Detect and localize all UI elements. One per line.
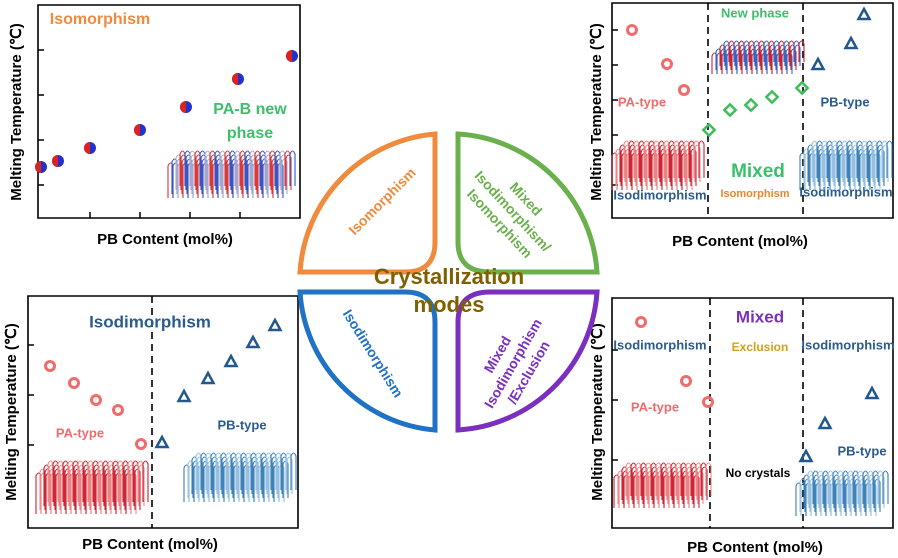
chain-fold [285,154,292,190]
chain-fold [701,466,708,500]
annotation: PB-type [820,94,869,109]
annotation: Isodimorphism [613,337,706,352]
point-half [232,73,238,85]
point [180,101,192,113]
chain-fold [794,44,801,66]
chain-fold [882,144,889,182]
x-axis-label: PB Content (mol%) [97,231,233,248]
center-diagram [297,131,600,433]
panel-isomorphism: Melting Temperature (℃) PB Content (mol%… [8,4,301,248]
annotation: PA-type [631,399,679,414]
point-half [134,124,140,136]
annotation: Isodimorphism [613,187,706,202]
points [35,50,298,173]
crystal-schematic [35,452,297,514]
point [286,50,298,62]
y-axis-label: Melting Temperature (℃) [3,323,20,500]
mode-label: Isomorphism [345,164,418,237]
panel-title: Mixed [736,307,784,326]
ticks [612,29,618,186]
quadrant [297,131,438,275]
annotation: PA-type [618,94,666,109]
chain-fold [798,40,805,62]
chain-fold [878,474,885,508]
annotation: Isodimorphism [801,337,894,352]
y-axis-label: Melting Temperature (℃) [589,323,606,500]
annotation: Isomorphism [720,188,789,200]
chain-fold [882,470,889,504]
point [84,142,96,154]
axes-box [27,295,299,529]
point-half [84,142,90,154]
point [232,73,244,85]
point-half [52,155,58,167]
x-axis-label: PB Content (mol%) [672,233,808,250]
point-half [286,50,292,62]
panel-mixed-exclusion: Melting Temperature (℃) PB Content (mol%… [589,297,895,556]
quadrant [455,131,600,275]
center-labels: Isomorphism Mixed Isodimorphism/ Isomorp… [340,164,555,410]
chain-fold [694,144,701,182]
axes-box [611,297,894,529]
points [44,317,283,450]
chain-fold [705,462,712,496]
annotation: PA-type [56,425,104,440]
annotation: Exclusion [732,340,789,354]
chain-fold [290,452,297,490]
annotation: PA-B new [213,101,287,118]
point [52,155,64,167]
chain-fold [142,460,149,502]
crystal-schematic [611,40,893,190]
axes-box [37,4,301,219]
annotation: No crystals [726,466,791,480]
ticks [28,344,34,446]
y-axis-label: Melting Temperature (℃) [8,23,25,200]
points [635,316,880,463]
chain-fold [289,150,296,186]
annotation: phase [227,125,273,142]
crystal-schematic [167,150,296,198]
point [35,161,47,173]
quadrant [297,289,438,433]
panel-isodimorphism: Melting Temperature (℃) PB Content (mol%… [3,295,299,553]
panel-title: Isomorphism [50,11,150,28]
ticks [38,49,241,218]
x-axis-label: PB Content (mol%) [82,536,218,553]
point-half [35,161,41,173]
quadrant [455,289,600,433]
mode-label: Isodimorphism [340,307,407,401]
annotation: PB-type [837,443,886,458]
panel-title: Isodimorphism [89,312,211,331]
center-title: modes [414,292,485,317]
center-title: Crystallization [374,264,524,289]
crystal-schematic [613,462,889,516]
annotation: PB-type [217,417,266,432]
point [134,124,146,136]
point-half [180,101,186,113]
y-axis-label: Melting Temperature (℃) [588,23,605,200]
axes-box [611,2,894,219]
points [626,6,872,138]
chain-fold [138,464,145,506]
x-axis-label: PB Content (mol%) [687,539,823,556]
ticks [612,349,618,461]
chain-fold [698,140,705,178]
panel-mixed-isomorphism: Melting Temperature (℃) PB Content (mol%… [588,2,894,250]
annotation: Isodimorphism [799,184,892,199]
chain-fold [286,456,293,494]
chain-fold [886,140,893,178]
panel-title: Mixed [731,161,785,182]
annotation: New phase [721,5,789,20]
